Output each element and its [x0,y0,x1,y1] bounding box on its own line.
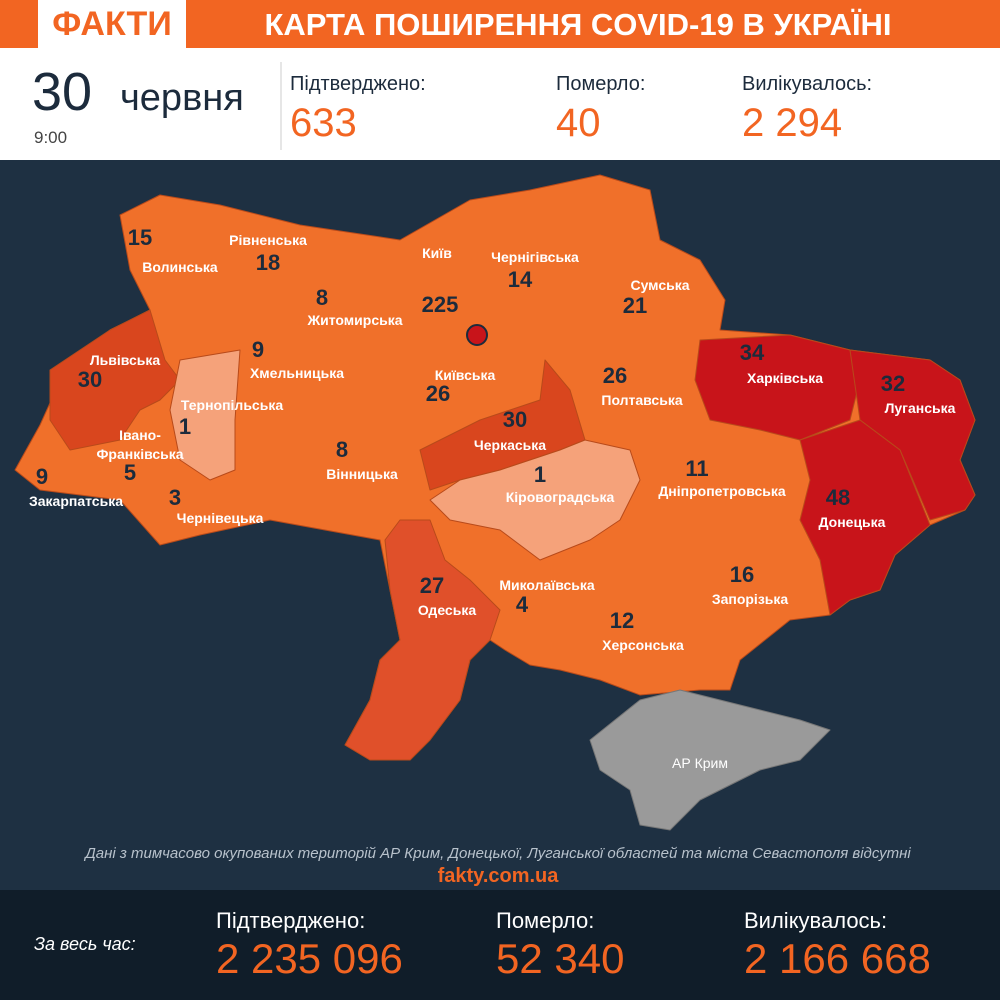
region-value: 34 [740,340,765,365]
region-value: 5 [124,460,136,485]
region-name: Чернівецька [177,510,264,526]
totals-label: За весь час: [34,934,136,954]
region-name: Тернопільська [181,397,283,413]
note: Дані з тимчасово окупованих територій АР… [83,845,911,862]
region-name: Донецька [819,514,886,530]
region-name: Хмельницька [250,365,344,381]
region-value: 12 [610,608,634,633]
totals-stat-value: 2 166 668 [744,935,931,982]
region-value: 48 [826,485,850,510]
daily-value: 633 [290,101,357,145]
region-shape [49,309,181,451]
region-value: 4 [516,592,529,617]
region-value: 21 [623,293,647,318]
region-name: Черкаська [474,437,546,453]
crimea-shape [589,689,831,831]
region-name: Чернігівська [491,249,579,265]
region-name: Харківська [747,370,823,386]
daily-label: Вилікувалось: [742,73,872,95]
region-name: Волинська [142,259,218,275]
region-name: Полтавська [601,392,682,408]
region-name: Київська [435,367,496,383]
crimea-label: АР Крим [672,755,728,771]
region-value: 11 [685,456,708,481]
month: червня [120,77,244,119]
daily-value: 40 [556,101,601,145]
region-name: Рівненська [229,232,307,248]
logo-box [38,0,186,48]
region-value: 9 [36,464,48,489]
region-value: 8 [316,285,328,310]
region-value: 14 [508,267,533,292]
region-name: Житомирська [307,312,403,328]
region-value: 18 [256,250,280,275]
totals-stat-label: Вилікувалось: [744,908,887,933]
region-name: Кіровоградська [506,489,615,505]
region-value: 9 [252,337,264,362]
region-value: 32 [881,371,905,396]
daily-label: Підтверджено: [290,73,426,95]
region-name: Херсонська [602,637,684,653]
region-value: 30 [503,407,527,432]
totals-stat-value: 2 235 096 [216,935,403,982]
totals-stat-value: 52 340 [496,935,624,982]
region-name: Івано-Франківська [96,427,183,462]
region-value: 27 [420,573,444,598]
region-value: 30 [78,367,102,392]
region-value: 16 [730,562,754,587]
region-value: 26 [603,363,627,388]
daily-label: Померло: [556,73,645,95]
region-value: 1 [534,462,546,487]
region-shape [169,349,241,481]
region-value: 225 [422,292,459,317]
region-name: Вінницька [326,466,398,482]
region-name: Закарпатська [29,493,123,509]
region-shape [344,519,501,761]
region-value: 1 [179,414,191,439]
region-name: Миколаївська [499,577,595,593]
region-value: 3 [169,485,181,510]
region-name: Сумська [630,277,689,293]
totals-stat-label: Підтверджено: [216,908,365,933]
day: 30 [32,62,92,122]
region-value: 26 [426,381,450,406]
region-shape [694,334,861,441]
totals-panel [0,890,1000,1000]
region-name: Запорізька [712,591,789,607]
region-name: Одеська [418,602,476,618]
daily-panel [0,48,1000,160]
region-name: Київ [422,245,452,261]
logo: ФАКТИ [52,5,172,43]
site: fakty.com.ua [438,865,560,887]
region-name: Дніпропетровська [658,483,786,499]
region-shape [429,439,641,561]
title: КАРТА ПОШИРЕННЯ COVID-19 В УКРАЇНІ [264,7,891,42]
daily-value: 2 294 [742,101,842,145]
region-value: 15 [128,225,152,250]
time: 9:00 [34,128,67,147]
region-name: Луганська [885,400,956,416]
region-value: 8 [336,437,348,462]
region-name: Львівська [90,352,161,368]
region-shape [799,419,931,616]
kyiv-marker [466,324,488,346]
totals-stat-label: Померло: [496,908,594,933]
